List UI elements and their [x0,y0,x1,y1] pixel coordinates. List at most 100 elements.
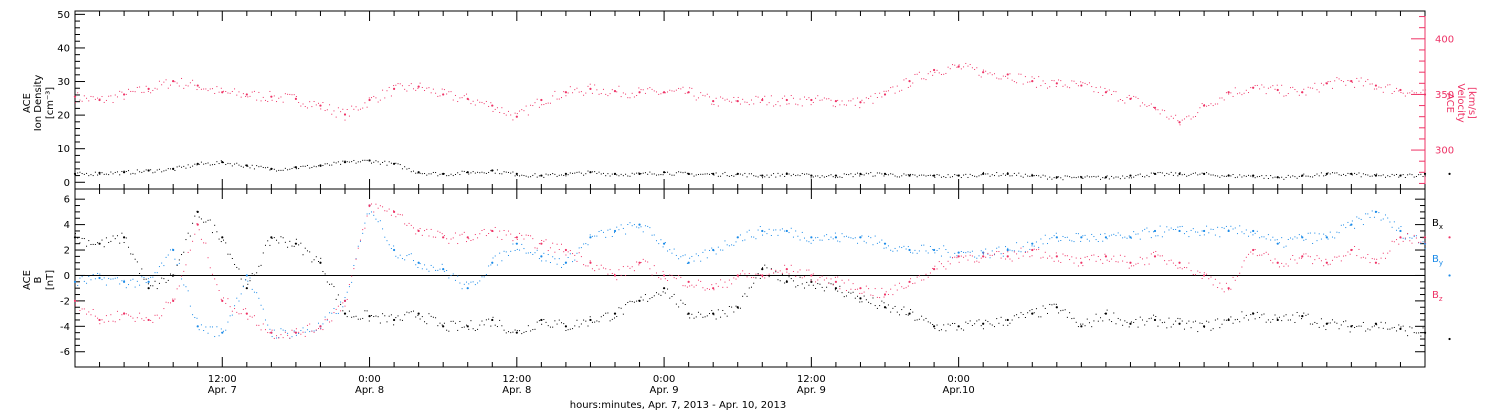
velocity-dot [379,99,381,101]
density-dot [1091,176,1093,178]
density-dot [181,166,183,168]
bz-dot [1223,291,1225,293]
velocity-point [638,91,641,94]
bz-dot [717,285,719,287]
by-dot [684,254,686,256]
velocity-dot [1203,104,1205,106]
bx-dot [766,267,768,269]
by-dot [521,243,523,245]
bx-dot [158,282,160,284]
bz-dot [777,271,779,273]
by-dot [357,245,359,247]
velocity-dot [1150,103,1152,105]
bx-dot [947,323,949,325]
bz-dot [991,254,993,256]
bz-dot [636,261,638,263]
by-dot [1197,231,1199,233]
density-dot [1208,173,1210,175]
velocity-dot [1212,105,1214,107]
density-dot [178,165,180,167]
by-dot [916,252,918,254]
density-dot [1225,175,1227,177]
bx-dot [563,323,565,325]
bz-dot [333,312,335,314]
bz-dot [907,285,909,287]
velocity-dot [620,96,622,98]
bz-dot [1314,259,1316,261]
bx-dot [653,295,655,297]
velocity-point [712,100,715,103]
by-dot [1290,237,1291,239]
velocity-dot [1261,84,1263,86]
by-dot [114,277,116,279]
by-dot [770,234,772,236]
bottom-ylabel-line3: [nT] [45,270,56,290]
bz-dot [519,232,521,234]
by-dot [483,276,485,278]
velocity-dot [291,94,293,96]
by-dot [859,236,861,238]
bz-dot [304,335,306,337]
by-dot [437,269,439,271]
density-dot [903,173,905,175]
bz-point [1080,261,1083,264]
by-dot [1166,226,1168,228]
bx-dot [1100,317,1102,319]
bx-dot [1327,322,1329,324]
bz-point [515,236,518,239]
density-dot [547,174,549,176]
velocity-dot [1230,92,1232,94]
by-dot [788,232,790,234]
by-dot [1033,245,1035,247]
by-dot [744,239,746,241]
by-dot [181,278,183,280]
bz-dot [1080,257,1082,259]
bz-dot [1259,254,1261,256]
bz-dot [194,233,196,235]
bx-dot [894,305,896,307]
bz-dot [638,264,640,266]
density-dot [706,173,708,175]
density-dot [1020,175,1022,177]
bz-dot [481,230,483,232]
by-dot [1391,226,1393,228]
bx-dot [1234,319,1236,321]
bz-dot [1307,255,1309,257]
bz-dot [408,222,410,224]
density-dot [1139,173,1141,175]
bz-dot [746,276,748,278]
bz-dot [894,284,896,286]
velocity-dot [949,68,951,70]
velocity-dot [1243,92,1245,94]
bx-dot [267,240,269,242]
velocity-dot [1278,92,1280,94]
bz-dot [477,237,479,239]
density-point [834,174,838,177]
density-dot [664,171,666,173]
by-dot [1225,225,1227,227]
velocity-dot [371,97,373,99]
by-dot [576,252,578,254]
by-dot [1141,230,1143,232]
bx-dot [1287,319,1289,321]
bz-dot [1148,263,1150,265]
by-dot [614,232,616,234]
by-dot [538,258,540,260]
bz-dot [605,268,607,270]
by-dot [837,240,839,242]
bz-dot [934,265,936,267]
density-dot [815,175,817,177]
velocity-point [761,98,764,102]
by-dot [353,264,355,266]
bx-dot [883,302,885,304]
bx-dot [1144,324,1146,326]
velocity-dot [169,84,171,86]
bx-dot [101,239,103,241]
velocity-dot [1245,89,1247,91]
density-dot [1161,172,1163,174]
velocity-dot [499,111,501,113]
bz-dot [1303,253,1305,255]
density-dot [507,171,509,173]
velocity-dot [1082,82,1084,84]
bx-dot [1420,335,1422,337]
